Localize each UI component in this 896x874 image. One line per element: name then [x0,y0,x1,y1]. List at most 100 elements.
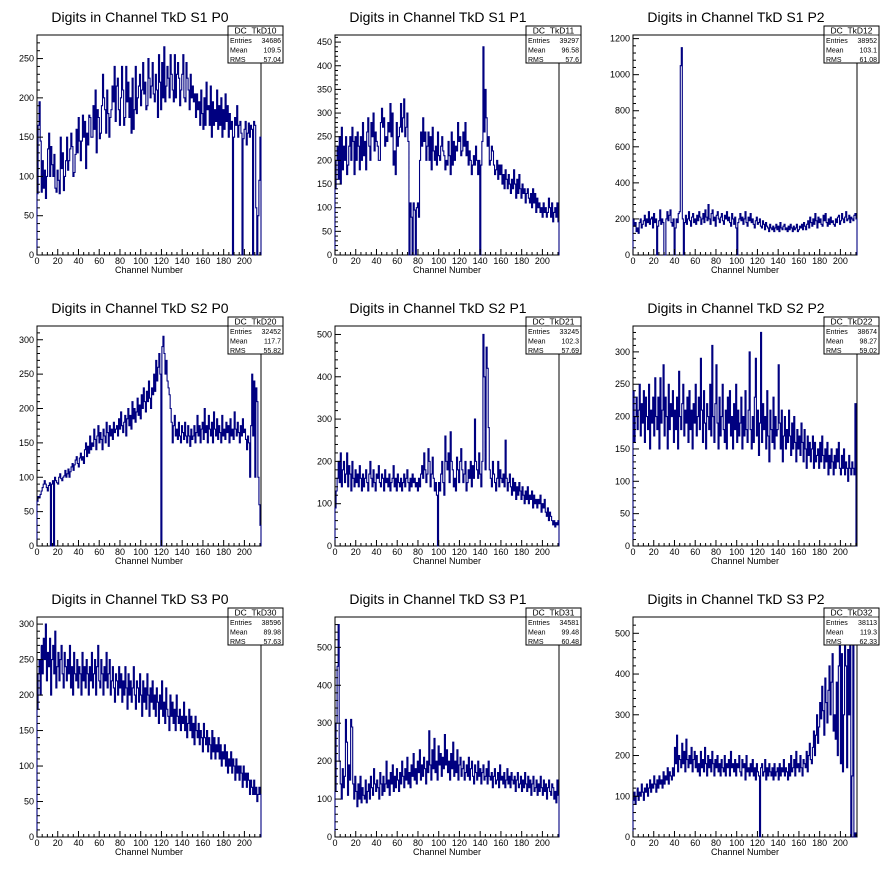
x-tick-label: 60 [94,547,104,557]
y-tick-label: 0 [29,832,34,842]
y-tick-label: 200 [317,756,332,766]
x-axis-label: Channel Number [115,847,183,857]
stats-name: DC_TkD31 [532,608,574,618]
stats-key: Mean [528,339,546,346]
stats-key: RMS [826,348,842,355]
stats-key: RMS [826,639,842,646]
stats-key: Mean [230,48,248,55]
plot-frame [632,34,858,256]
x-tick-label: 200 [237,547,252,557]
x-tick-label: 0 [34,256,39,266]
y-tick-label: 200 [615,751,630,761]
stats-key: RMS [230,57,246,64]
stats-box-frame [823,316,880,355]
stats-value: 60.48 [561,639,579,646]
x-tick-label: 40 [669,547,679,557]
x-tick-label: 180 [812,547,827,557]
stats-value: 39297 [560,38,580,45]
y-tick-label: 100 [317,794,332,804]
x-tick-label: 140 [175,838,190,848]
x-tick-label: 20 [649,838,659,848]
x-tick-label: 140 [473,547,488,557]
histogram-panel: Digits in Channel TkD S1 P1 0 20 40 60 80 100 1… [317,9,582,275]
stats-value: 38596 [262,620,282,627]
x-tick-label: 20 [53,547,63,557]
x-tick-label: 100 [729,256,744,266]
stats-key: Entries [826,329,848,336]
stats-key: RMS [230,348,246,355]
chart-title: Digits in Channel TkD S1 P2 [647,9,824,25]
y-tick-label: 100 [615,791,630,801]
stats-name: DC_TkD22 [830,317,872,327]
chart-title: Digits in Channel TkD S1 P1 [349,9,526,25]
y-tick-label: 250 [615,379,630,389]
y-tick-label: 300 [615,347,630,357]
y-tick-label: 300 [615,710,630,720]
stats-value: 102.3 [561,339,579,346]
x-tick-label: 100 [133,547,148,557]
x-tick-label: 60 [392,547,402,557]
x-tick-label: 140 [771,256,786,266]
stats-key: Entries [528,329,550,336]
y-tick-label: 400 [317,372,332,382]
x-tick-label: 160 [195,256,210,266]
x-tick-label: 40 [371,838,381,848]
stats-key: Entries [826,620,848,627]
y-tick-label: 1200 [610,34,630,44]
stats-value: 103.1 [859,48,877,55]
y-tick-label: 300 [317,108,332,118]
x-tick-label: 60 [392,256,402,266]
y-tick-label: 100 [615,476,630,486]
stats-value: 55.82 [263,348,281,355]
stats-value: 89.98 [263,630,281,637]
stats-name: DC_TkD30 [234,608,276,618]
x-tick-label: 100 [133,838,148,848]
y-tick-label: 600 [615,142,630,152]
y-tick-label: 0 [327,250,332,260]
x-tick-label: 60 [690,547,700,557]
y-tick-label: 200 [615,412,630,422]
y-tick-label: 0 [327,541,332,551]
x-tick-label: 100 [133,256,148,266]
x-tick-label: 40 [73,838,83,848]
x-tick-label: 200 [535,838,550,848]
stats-key: Mean [826,339,844,346]
x-axis-label: Channel Number [711,265,779,275]
stats-value: 62.33 [859,639,877,646]
stats-key: Entries [230,38,252,45]
x-tick-label: 120 [750,256,765,266]
x-tick-label: 140 [473,838,488,848]
stats-name: DC_TkD32 [830,608,872,618]
x-tick-label: 80 [711,838,721,848]
x-tick-label: 120 [154,838,169,848]
x-tick-label: 180 [514,838,529,848]
stats-value: 38674 [858,329,878,336]
stats-box-frame [525,25,582,64]
x-tick-label: 20 [649,256,659,266]
y-tick-label: 150 [19,132,34,142]
x-tick-label: 40 [371,547,381,557]
y-tick-label: 200 [615,214,630,224]
plot-frame [334,34,560,256]
chart-title: Digits in Channel TkD S2 P1 [349,300,526,316]
stats-box-frame [227,25,284,64]
y-tick-label: 100 [19,472,34,482]
stats-key: Entries [230,329,252,336]
x-tick-label: 100 [431,256,446,266]
x-tick-label: 80 [115,547,125,557]
x-tick-label: 100 [431,838,446,848]
stats-box: DC_TkD32 Entries 38113 Mean 119.3 RMS 62.33 [823,607,880,646]
stats-value: 34686 [262,38,282,45]
y-tick-label: 100 [317,499,332,509]
plot-frame [632,616,858,838]
x-axis-label: Channel Number [711,556,779,566]
stats-value: 38113 [858,620,877,627]
stats-key: RMS [528,348,544,355]
stats-key: RMS [528,639,544,646]
stats-name: DC_TkD21 [532,317,574,327]
x-tick-label: 80 [413,547,423,557]
x-tick-label: 0 [630,547,635,557]
x-tick-label: 120 [154,256,169,266]
stats-box: DC_TkD21 Entries 33245 Mean 102.3 RMS 57.69 [525,316,582,355]
y-tick-label: 300 [317,414,332,424]
